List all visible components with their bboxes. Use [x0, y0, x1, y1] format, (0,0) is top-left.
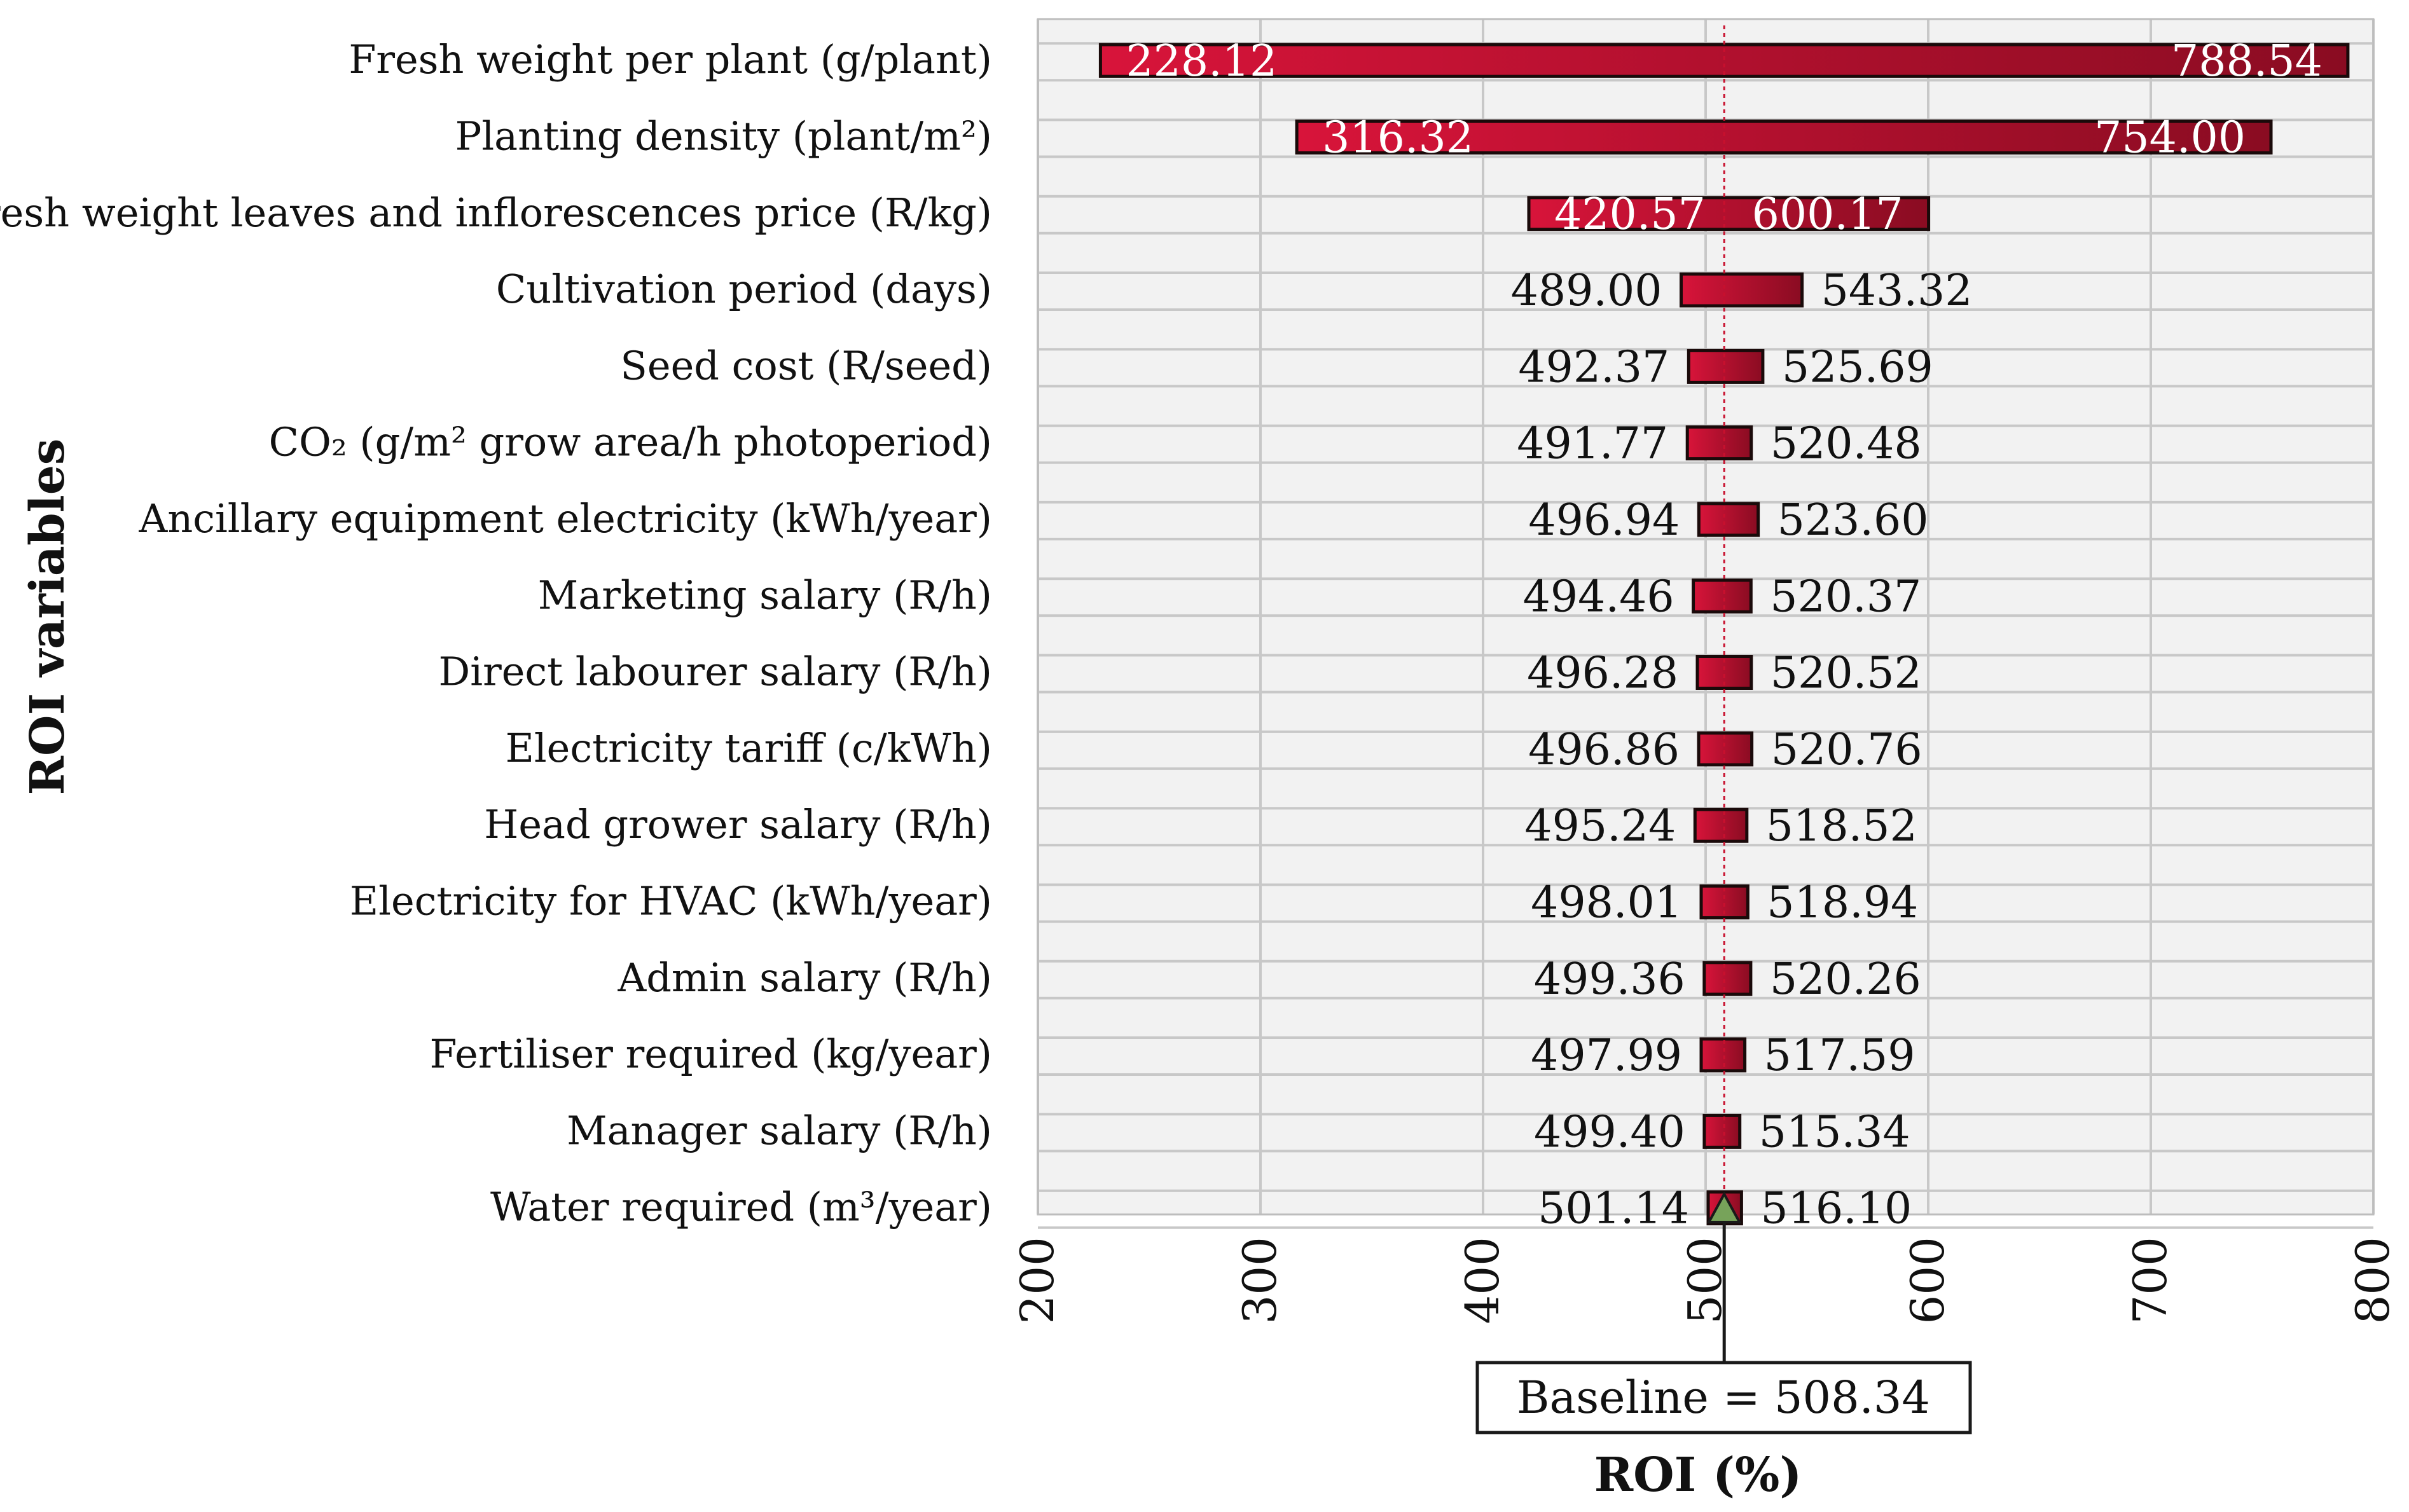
high-value-label: 520.76	[1771, 725, 1922, 775]
high-value-label: 543.32	[1821, 266, 1973, 316]
bar	[1697, 731, 1754, 767]
bar	[1693, 808, 1749, 843]
high-value-label: 525.69	[1782, 342, 1933, 392]
bar	[1680, 272, 1804, 308]
high-value-label: 523.60	[1777, 495, 1929, 546]
x-tick-label: 700	[2123, 1237, 2177, 1324]
high-value-label: 788.54	[2171, 36, 2323, 86]
bar	[1697, 502, 1760, 537]
category-label: Fresh weight per plant (g/plant)	[349, 36, 992, 83]
low-value-label: 489.00	[1511, 266, 1662, 316]
bar	[1699, 1037, 1747, 1073]
bar	[1702, 961, 1753, 996]
baseline-box	[1475, 1361, 1972, 1434]
low-value-label: 496.28	[1527, 649, 1678, 699]
x-tick-label: 200	[1011, 1237, 1064, 1324]
low-value-label: 420.57	[1554, 189, 1706, 240]
baseline-label: Baseline = 508.34	[1517, 1371, 1930, 1424]
low-value-label: 228.12	[1126, 36, 1277, 86]
category-label: Electricity for HVAC (kWh/year)	[350, 878, 992, 924]
category-label: Electricity tariff (c/kWh)	[506, 725, 992, 771]
category-labels: Fresh weight per plant (g/plant) Planting…	[0, 36, 992, 1230]
x-axis: 200 300 400 500 600 700 800	[1011, 1237, 2399, 1324]
bar	[1702, 1113, 1742, 1149]
category-label: Seed cost (R/seed)	[620, 342, 992, 388]
high-value-label: 520.52	[1771, 649, 1922, 699]
high-value-label: 520.48	[1771, 419, 1922, 469]
x-tick-label: 800	[2346, 1237, 2399, 1324]
low-value-label: 316.32	[1322, 113, 1474, 163]
category-label: Direct labourer salary (R/h)	[439, 649, 992, 695]
bar	[1685, 425, 1753, 461]
high-value-label: 520.26	[1770, 954, 1921, 1005]
category-label: Head grower salary (R/h)	[484, 801, 992, 848]
low-value-label: 501.14	[1538, 1184, 1689, 1234]
category-label: Fertiliser required (kg/year)	[429, 1031, 992, 1077]
low-value-label: 496.86	[1528, 725, 1680, 775]
bar	[1527, 196, 1931, 231]
high-value-label: 518.52	[1766, 801, 1917, 851]
category-label: Manager salary (R/h)	[567, 1107, 992, 1153]
high-value-label: 754.00	[2094, 113, 2246, 163]
high-value-label: 600.17	[1752, 189, 1903, 240]
category-label: Marketing salary (R/h)	[538, 572, 992, 618]
high-value-label: 515.34	[1759, 1107, 1910, 1157]
low-value-label: 499.40	[1534, 1107, 1685, 1157]
high-value-label: 516.10	[1760, 1184, 1912, 1234]
low-value-label: 492.37	[1518, 342, 1669, 392]
bar	[1295, 120, 2273, 155]
bar-series: 228.12 788.54 316.32 754.00 420.57 600.17 489.…	[1098, 36, 2350, 1234]
low-value-label: 496.94	[1528, 495, 1680, 546]
low-value-label: 499.36	[1534, 954, 1685, 1005]
category-label: Planting density (plant/m²)	[455, 113, 992, 160]
category-label: Fresh weight leaves and inflorescences p…	[0, 189, 992, 236]
category-label: CO₂ (g/m² grow area/h photoperiod)	[269, 419, 992, 465]
category-label: Ancillary equipment electricity (kWh/yea…	[139, 495, 992, 542]
low-value-label: 495.24	[1524, 801, 1676, 851]
low-value-label: 491.77	[1517, 419, 1668, 469]
low-value-label: 497.99	[1531, 1031, 1682, 1081]
category-label: Cultivation period (days)	[496, 266, 992, 312]
category-label: Admin salary (R/h)	[617, 954, 992, 1001]
category-label: Water required (m³/year)	[490, 1184, 992, 1230]
high-value-label: 517.59	[1764, 1031, 1915, 1081]
baseline-group: Baseline = 508.34	[1475, 25, 1972, 1434]
bar	[1687, 348, 1765, 384]
plot-frame	[1037, 18, 2375, 1216]
high-value-label: 520.37	[1770, 572, 1921, 622]
x-axis-title: ROI (%)	[1594, 1448, 1802, 1502]
high-value-label: 518.94	[1767, 878, 1918, 928]
low-value-label: 498.01	[1531, 878, 1682, 928]
bar	[1692, 578, 1753, 614]
x-tick-label: 400	[1456, 1237, 1509, 1324]
x-tick-label: 600	[1901, 1237, 1954, 1324]
x-tick-label: 300	[1233, 1237, 1287, 1324]
low-value-label: 494.46	[1523, 572, 1674, 622]
y-axis-title: ROI variables	[20, 439, 75, 795]
